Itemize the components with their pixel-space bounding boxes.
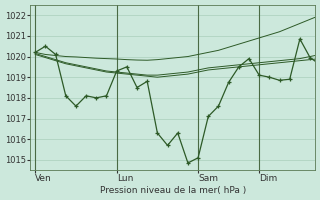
X-axis label: Pression niveau de la mer( hPa ): Pression niveau de la mer( hPa ) — [100, 186, 246, 195]
